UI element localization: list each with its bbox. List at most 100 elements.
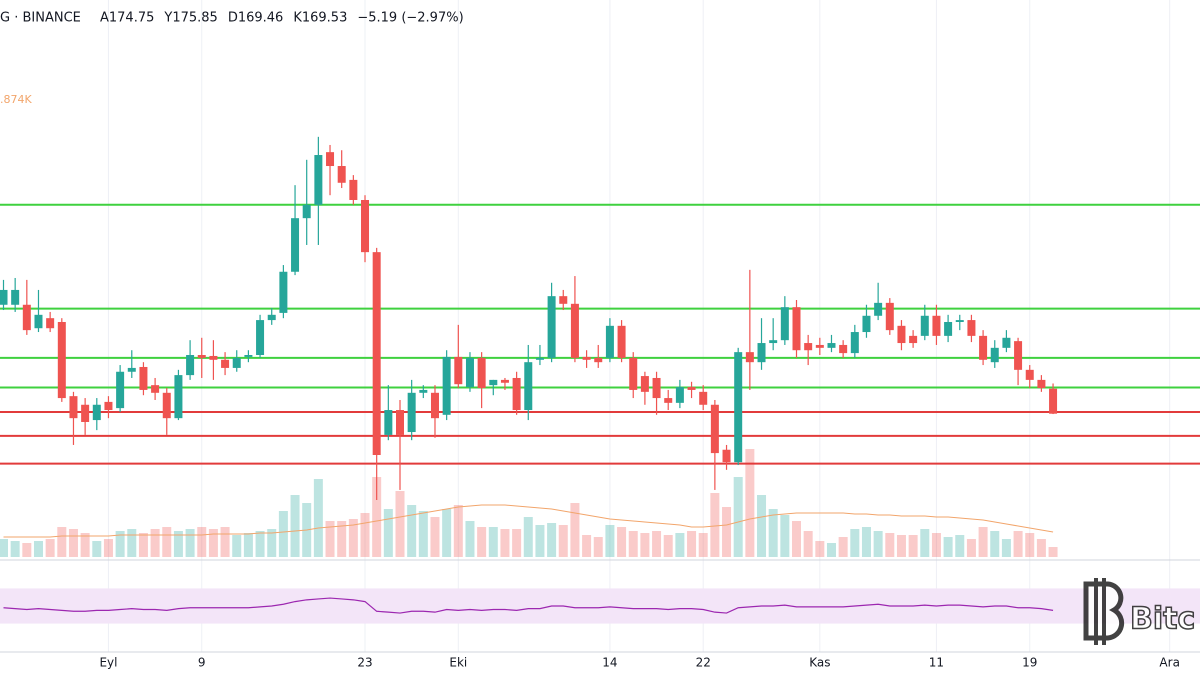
- candle-body: [372, 252, 381, 456]
- x-tick-label: Eyl: [99, 656, 117, 670]
- volume-bar: [232, 535, 242, 557]
- volume-bar: [1048, 547, 1058, 557]
- header: G · BINANCE .874K A174.75 Y175.85 D169.46 K…: [0, 11, 464, 107]
- volume-bar: [103, 539, 113, 557]
- volume-bar: [628, 531, 638, 557]
- candle-body: [232, 357, 241, 368]
- x-axis: Eyl 9 23 Eki 14 22 Kas 11 19 Ara: [99, 656, 1179, 670]
- candle-body: [279, 271, 288, 313]
- candle-body: [221, 359, 230, 368]
- candle-body: [489, 379, 498, 386]
- candle-body: [862, 315, 871, 333]
- candle-body: [302, 204, 311, 219]
- volume-bar: [722, 507, 732, 557]
- volume-bar: [605, 525, 615, 557]
- candle-body: [46, 318, 55, 329]
- volume-bar: [757, 495, 767, 557]
- volume-bar: [640, 533, 650, 557]
- stat: D169.46: [228, 11, 284, 26]
- volume-bar: [150, 529, 160, 557]
- candle-body: [769, 340, 778, 344]
- candle-body: [1037, 379, 1046, 389]
- candle-body: [699, 391, 708, 405]
- candle-body: [291, 218, 300, 272]
- candle-body: [34, 314, 43, 329]
- volume-bar: [418, 511, 428, 557]
- volume-bar: [290, 495, 300, 557]
- volume-bar: [0, 539, 8, 557]
- candle-body: [920, 315, 929, 336]
- volume-bar: [966, 539, 976, 557]
- candle-body: [442, 356, 451, 415]
- x-tick-label: 11: [929, 656, 944, 670]
- volume-bar: [500, 529, 510, 557]
- volume-bar: [850, 529, 860, 557]
- candle-body: [885, 302, 894, 331]
- candle-body: [594, 357, 603, 363]
- candle-body: [92, 404, 101, 421]
- candle-body: [104, 401, 113, 411]
- volume-bar: [173, 531, 183, 557]
- volume-bar: [687, 531, 697, 557]
- volume-bar: [838, 537, 848, 557]
- watermark-text: Bitc: [1130, 602, 1195, 637]
- volume-bar: [278, 511, 288, 557]
- volume-bar: [395, 491, 405, 557]
- x-tick-label: Eki: [449, 656, 467, 670]
- volume-bar: [815, 541, 825, 557]
- candle-body: [734, 352, 743, 463]
- x-tick-label: Ara: [1159, 656, 1180, 670]
- volume-layer: [0, 449, 1058, 557]
- volume-bar: [652, 531, 662, 557]
- x-tick-label: 9: [198, 656, 206, 670]
- candle-body: [570, 303, 579, 358]
- volume-bar: [1001, 539, 1011, 557]
- level-layer: [0, 203, 1200, 465]
- candle-body: [162, 392, 171, 419]
- volume-bar: [477, 527, 487, 557]
- candle-body: [652, 377, 661, 399]
- volume-bar: [348, 519, 358, 557]
- volume-bar: [92, 541, 102, 557]
- volume-bar: [1025, 533, 1035, 557]
- candle-body: [326, 152, 335, 167]
- volume-bar: [488, 527, 498, 557]
- volume-bar: [990, 531, 1000, 557]
- volume-bar: [267, 529, 277, 557]
- stat: −5.19 (−2.97%): [357, 11, 463, 26]
- volume-bar: [220, 527, 230, 557]
- volume-bar: [920, 529, 930, 557]
- volume-bar: [547, 523, 557, 557]
- candle-body: [629, 357, 638, 390]
- candle-body: [757, 343, 766, 363]
- candle-body: [967, 320, 976, 336]
- volume-bar: [698, 533, 708, 557]
- candle-body: [186, 355, 195, 376]
- volume-bar: [885, 533, 895, 557]
- candle-body: [407, 392, 416, 433]
- candle-body: [1014, 341, 1023, 370]
- candle-body: [640, 376, 649, 392]
- x-tick-label: Kas: [809, 656, 830, 670]
- volume-bar: [663, 535, 673, 557]
- volume-bar: [360, 513, 370, 557]
- volume-bar: [465, 521, 475, 557]
- candle-body: [69, 396, 78, 419]
- volume-bar: [745, 449, 755, 557]
- x-tick-label: 19: [1022, 656, 1037, 670]
- volume-bar: [1013, 531, 1023, 557]
- volume-bar: [22, 543, 32, 557]
- volume-bar: [453, 505, 463, 557]
- volume-bar: [873, 531, 883, 557]
- volume-bar: [33, 541, 43, 557]
- volume-bar: [570, 503, 580, 557]
- candle-body: [454, 356, 463, 385]
- candle-body: [361, 199, 370, 253]
- candle-body: [710, 404, 719, 454]
- volume-bar: [861, 527, 871, 557]
- symbol: G · BINANCE: [0, 11, 81, 26]
- candle-body: [256, 320, 265, 356]
- candle-body: [804, 343, 813, 351]
